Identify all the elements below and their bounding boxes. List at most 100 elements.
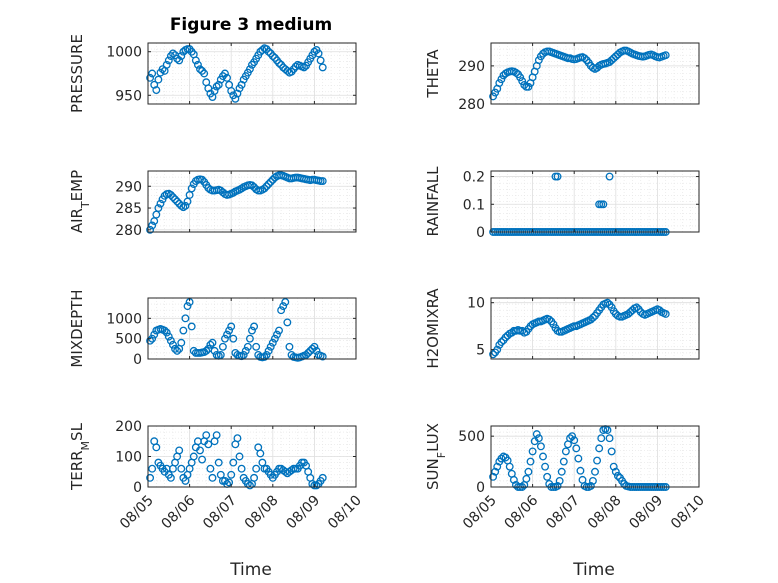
data-point xyxy=(156,199,165,208)
data-point xyxy=(310,342,319,351)
data-point xyxy=(605,172,614,181)
data-point xyxy=(302,350,311,359)
y-axis-label-theta: THETA xyxy=(424,49,442,99)
data-point xyxy=(162,60,171,69)
data-point xyxy=(539,452,547,461)
data-point xyxy=(275,59,283,67)
data-point xyxy=(603,298,612,307)
data-point xyxy=(279,302,288,311)
data-point xyxy=(146,336,155,345)
data-point xyxy=(543,472,552,481)
y-tick-label: 290 xyxy=(115,179,142,195)
data-point xyxy=(588,476,597,485)
data-point xyxy=(169,193,177,202)
data-point xyxy=(248,326,256,335)
data-point xyxy=(661,51,670,60)
data-point xyxy=(164,56,173,65)
data-point xyxy=(275,326,283,335)
data-point xyxy=(245,481,254,490)
data-point xyxy=(160,326,169,335)
axes-box xyxy=(490,297,700,360)
data-point xyxy=(196,65,204,74)
data-point xyxy=(308,344,317,353)
y-tick-label: 1000 xyxy=(106,45,142,61)
y-axis-label-air-temp: AIRTEMP xyxy=(68,170,92,233)
data-point xyxy=(524,467,533,476)
data-point xyxy=(148,221,157,230)
data-point xyxy=(266,177,275,186)
data-point xyxy=(597,434,606,443)
data-point xyxy=(599,200,608,209)
data-point xyxy=(605,434,614,443)
data-point xyxy=(270,334,279,343)
data-point xyxy=(229,334,238,343)
y-tick-label: 200 xyxy=(115,419,142,435)
axes-box xyxy=(147,42,357,105)
data-point xyxy=(312,481,321,490)
data-point xyxy=(283,318,292,327)
data-point xyxy=(193,60,202,69)
data-point xyxy=(248,181,256,190)
data-point xyxy=(534,56,543,65)
data-point xyxy=(252,342,261,351)
data-point xyxy=(241,346,250,355)
data-point xyxy=(566,434,574,443)
data-point xyxy=(154,75,163,84)
data-point xyxy=(214,458,223,467)
data-point xyxy=(495,79,504,87)
data-point xyxy=(557,467,566,476)
data-point xyxy=(148,69,157,78)
data-point xyxy=(171,344,179,353)
data-point xyxy=(200,69,209,78)
y-tick-label: 0.2 xyxy=(463,170,485,186)
data-point xyxy=(268,338,277,347)
data-point xyxy=(175,446,184,455)
data-point xyxy=(613,471,622,480)
data-point xyxy=(223,73,231,82)
data-point xyxy=(491,467,500,476)
data-point xyxy=(177,52,186,61)
data-point xyxy=(177,338,186,347)
data-point xyxy=(262,350,271,359)
data-point xyxy=(239,350,248,359)
panel-theta: 280 290 THETA xyxy=(424,42,700,113)
data-point xyxy=(212,431,221,440)
data-point xyxy=(536,442,545,451)
panel-h2omixra: 5 10 H2OMIXRA xyxy=(424,288,700,369)
data-point xyxy=(235,452,244,461)
data-point xyxy=(229,458,238,467)
data-point xyxy=(177,464,186,473)
data-point xyxy=(572,444,581,453)
data-point xyxy=(489,350,498,359)
data-point xyxy=(318,352,327,361)
panel-mixdepth: 0 500 1000 MIXDEPTH xyxy=(68,289,357,368)
data-point xyxy=(318,63,327,72)
data-point xyxy=(204,440,213,449)
data-point xyxy=(570,436,579,445)
y-tick-label: 1000 xyxy=(106,311,142,327)
data-point xyxy=(223,330,231,339)
y-tick-label: 500 xyxy=(458,429,485,445)
data-point xyxy=(316,56,325,65)
data-point xyxy=(264,47,273,56)
data-point xyxy=(198,455,207,464)
figure-title: Figure 3 medium xyxy=(170,15,332,35)
data-point xyxy=(166,191,175,199)
y-tick-label: 280 xyxy=(115,223,142,239)
data-point xyxy=(171,195,179,204)
data-point xyxy=(574,454,583,463)
data-point xyxy=(243,342,252,351)
data-point xyxy=(266,342,275,351)
axes-box xyxy=(490,425,700,488)
data-point xyxy=(164,332,173,341)
data-point xyxy=(518,77,527,86)
data-point xyxy=(146,225,155,234)
data-point xyxy=(559,457,568,466)
data-point xyxy=(206,464,215,473)
data-point xyxy=(208,338,217,347)
data-point xyxy=(225,326,234,335)
data-point xyxy=(603,426,612,435)
data-point xyxy=(148,464,157,473)
data-point xyxy=(264,180,273,189)
data-point xyxy=(169,340,177,349)
